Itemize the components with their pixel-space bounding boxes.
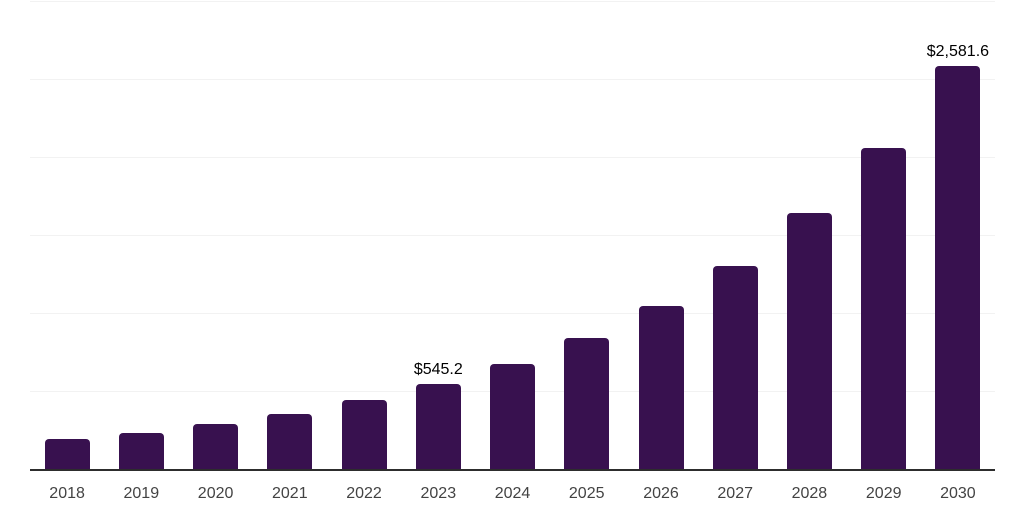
bar-2027 [712, 265, 758, 469]
x-axis-label-2029: 2029 [865, 485, 902, 502]
bar-2022 [341, 400, 387, 469]
bar-2021 [267, 414, 313, 469]
plot-area: $545.2 $2,581.6 [30, 0, 995, 469]
bar-2028 [786, 213, 832, 469]
bar-2019 [118, 433, 164, 469]
x-axis-label-2028: 2028 [791, 485, 828, 502]
bar-2020 [193, 423, 239, 469]
bar-2025 [564, 337, 610, 469]
x-axis-label-2023: 2023 [420, 485, 457, 502]
x-axis-label-2026: 2026 [643, 485, 679, 502]
gridline-3000 [30, 1, 995, 2]
gridline-2500 [30, 79, 995, 80]
x-axis-label-2030: 2030 [940, 485, 976, 502]
gridline-2000 [30, 157, 995, 158]
bar-2030 [935, 66, 981, 469]
x-axis-label-2021: 2021 [272, 485, 308, 502]
bar-2023 [415, 383, 461, 469]
bar-2018 [44, 439, 90, 469]
gridline-1500 [30, 235, 995, 236]
x-axis-label-2018: 2018 [49, 485, 85, 502]
bar-2026 [638, 306, 684, 469]
bar-2029 [861, 148, 907, 469]
x-axis-label-2020: 2020 [197, 485, 234, 502]
x-axis-label-2024: 2024 [494, 485, 531, 502]
data-label-2023: $545.2 [413, 360, 463, 378]
x-axis-label-2027: 2027 [717, 485, 753, 502]
x-axis-label-2022: 2022 [346, 485, 382, 502]
gridline-1000 [30, 313, 995, 314]
x-axis-line [30, 469, 995, 471]
bar-2024 [490, 363, 535, 469]
data-label-2030: $2,581.6 [926, 43, 990, 61]
x-axis-label-2019: 2019 [123, 485, 160, 502]
x-axis-label-2025: 2025 [568, 485, 605, 502]
